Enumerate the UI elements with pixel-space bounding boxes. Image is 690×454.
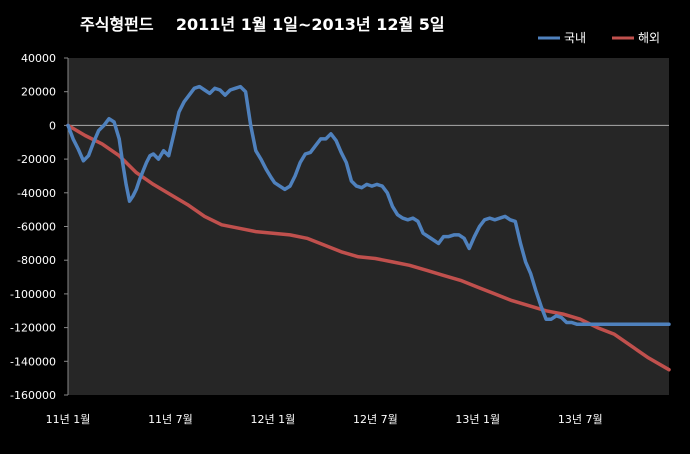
y-tick-label: -20000 xyxy=(17,153,56,166)
series-line-해외 xyxy=(66,123,671,372)
y-tick-label: -80000 xyxy=(17,254,56,267)
x-tick-label: 13년 1월 xyxy=(455,413,500,426)
x-tick-label: 12년 7월 xyxy=(353,413,398,426)
y-tick-label: -40000 xyxy=(17,187,56,200)
plot-area xyxy=(68,58,669,395)
x-tick-label: 11년 7월 xyxy=(148,413,193,426)
y-tick-label: 40000 xyxy=(21,52,56,65)
y-tick-label: 20000 xyxy=(21,86,56,99)
y-tick-label: -140000 xyxy=(10,355,56,368)
x-tick-label: 12년 1월 xyxy=(251,413,296,426)
legend: 국내 해외 xyxy=(538,31,660,45)
x-axis: 11년 1월 11년 7월 12년 1월 12년 7월 13년 1월 13년 7월 xyxy=(46,413,603,426)
y-tick-label: -120000 xyxy=(10,322,56,335)
chart-title: 주식형펀드 2011년 1월 1일~2013년 12월 5일 xyxy=(80,15,445,34)
y-tick-label: -100000 xyxy=(10,288,56,301)
y-tick-label: -60000 xyxy=(17,221,56,234)
x-tick-label: 11년 1월 xyxy=(46,413,91,426)
x-tick-label: 13년 7월 xyxy=(558,413,603,426)
series-line-국내 xyxy=(66,84,671,326)
legend-label: 국내 xyxy=(564,31,586,45)
y-tick-label: 0 xyxy=(49,119,56,132)
y-tick-label: -160000 xyxy=(10,389,56,402)
y-axis: 40000 20000 0 -20000 -40000 -60000 -80000 -1000… xyxy=(10,52,68,402)
legend-label: 해외 xyxy=(638,31,660,45)
series-layer xyxy=(66,84,671,372)
